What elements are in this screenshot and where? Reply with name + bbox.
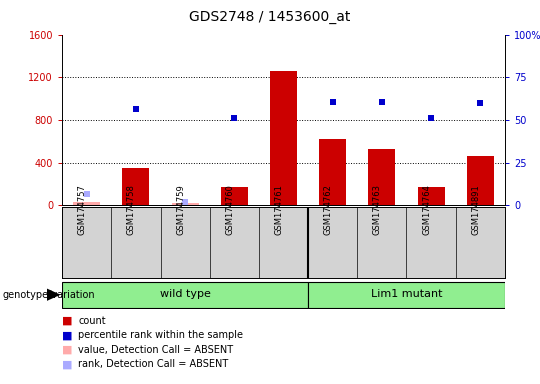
Text: Lim1 mutant: Lim1 mutant xyxy=(371,289,442,299)
Bar xyxy=(417,187,444,205)
Bar xyxy=(368,149,395,205)
Bar xyxy=(270,71,297,205)
Text: wild type: wild type xyxy=(160,289,211,299)
Text: GSM174759: GSM174759 xyxy=(176,184,185,235)
Text: GSM174762: GSM174762 xyxy=(323,184,333,235)
Text: GSM174757: GSM174757 xyxy=(78,184,87,235)
Text: ■: ■ xyxy=(62,330,72,340)
Bar xyxy=(62,282,308,308)
Text: percentile rank within the sample: percentile rank within the sample xyxy=(78,330,244,340)
Text: GSM174758: GSM174758 xyxy=(127,184,136,235)
Text: GSM174764: GSM174764 xyxy=(422,184,431,235)
Polygon shape xyxy=(47,289,60,301)
Text: GDS2748 / 1453600_at: GDS2748 / 1453600_at xyxy=(190,10,350,23)
Text: GSM174760: GSM174760 xyxy=(225,184,234,235)
Bar xyxy=(221,187,248,205)
Bar xyxy=(319,139,346,205)
Text: genotype/variation: genotype/variation xyxy=(3,290,96,300)
Bar xyxy=(123,168,150,205)
Text: GSM174761: GSM174761 xyxy=(274,184,284,235)
Bar xyxy=(73,202,100,205)
Text: ■: ■ xyxy=(62,359,72,369)
Text: GSM174763: GSM174763 xyxy=(373,184,382,235)
Text: count: count xyxy=(78,316,106,326)
Bar xyxy=(308,282,505,308)
Text: ■: ■ xyxy=(62,345,72,355)
Text: ■: ■ xyxy=(62,316,72,326)
Text: value, Detection Call = ABSENT: value, Detection Call = ABSENT xyxy=(78,345,233,355)
Bar xyxy=(172,203,199,205)
Text: rank, Detection Call = ABSENT: rank, Detection Call = ABSENT xyxy=(78,359,228,369)
Text: GSM174891: GSM174891 xyxy=(471,184,480,235)
Bar xyxy=(467,156,494,205)
